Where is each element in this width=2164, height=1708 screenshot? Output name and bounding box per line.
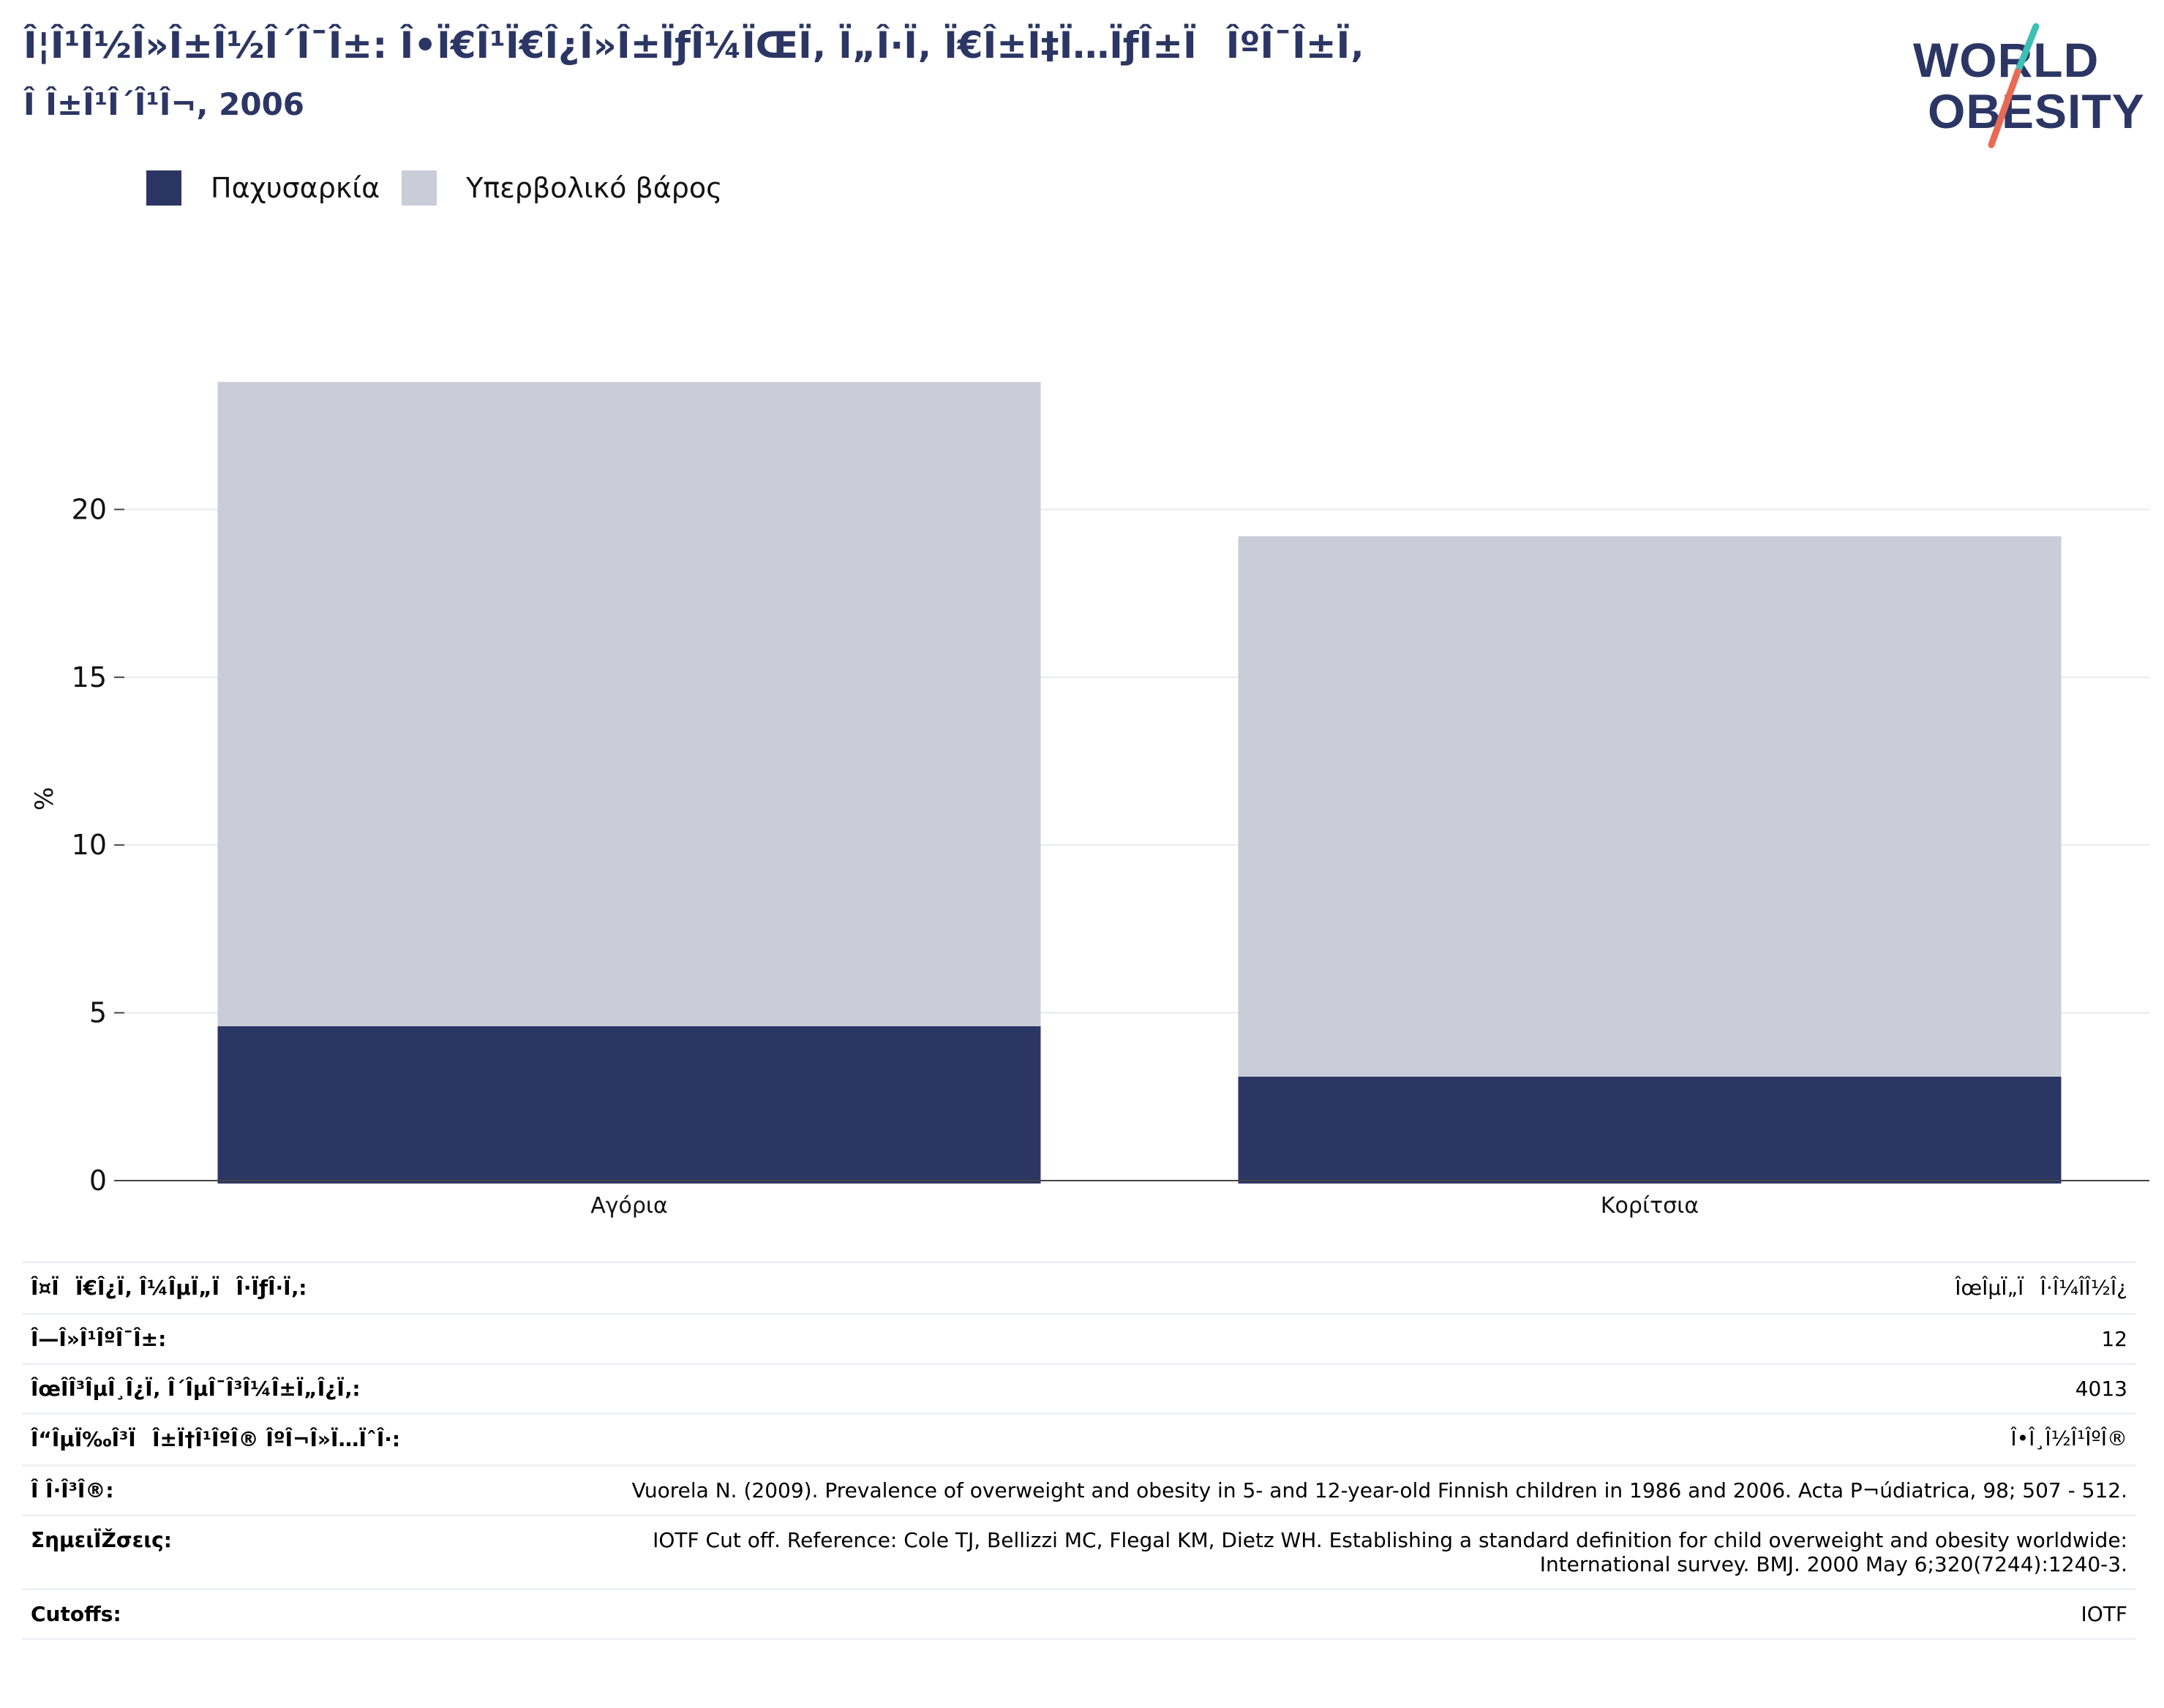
info-table: Î¤ÏÏ€Î¿Ï‚ Î¼ÎµÏ„ÏÎ·ÏƒÎ·Ï‚: ÎœÎµÏ„ÏÎ·Î¼… [22,1261,2136,1640]
legend: Παχυσαρκία Υπερβολικό βάρος [146,170,744,206]
x-category-label: Κορίτσια [1601,1193,1699,1219]
legend-label-obesity: Παχυσαρκία [211,172,380,204]
logo-text-world: WORLD [1913,33,2099,87]
info-row: Î Î·Î³Î®: Vuorela N. (2009). Prevalence o… [22,1464,2136,1516]
info-value: Î•Î¸Î½Î¹ÎºÎ® [566,1412,2136,1466]
bar-overweight[interactable] [217,382,1041,1026]
world-obesity-logo: WORLD OBESITY [1913,23,2145,148]
info-row: ÎœÎ­Î³ÎµÎ¸Î¿Ï‚ Î´ÎµÎ¯Î³Î¼Î±Ï„Î¿Ï‚: 4013 [22,1363,2136,1414]
info-key: ΣημειÏŽσεις: [22,1514,566,1590]
info-key: Cutoffs: [22,1588,566,1640]
info-value: ÎœÎµÏ„ÏÎ·Î¼Î­Î½Î¿ [566,1261,2136,1314]
info-key: Î—Î»Î¹ÎºÎ¯Î±: [22,1313,566,1364]
info-row: Î¤ÏÏ€Î¿Ï‚ Î¼ÎµÏ„ÏÎ·ÏƒÎ·Ï‚: ÎœÎµÏ„ÏÎ·Î¼… [22,1261,2136,1314]
y-tick-label: 5 [89,997,107,1029]
info-value: IOTF Cut off. Reference: Cole TJ, Belliz… [566,1514,2136,1590]
info-value: IOTF [566,1588,2136,1640]
info-row: Î—Î»Î¹ÎºÎ¯Î±: 12 [22,1313,2136,1364]
bar-chart: 0 5 10 15 20 Αγόρια Κορίτσια % [30,382,2149,1219]
info-key: Î¤ÏÏ€Î¿Ï‚ Î¼ÎµÏ„ÏÎ·ÏƒÎ·Ï‚: [22,1261,566,1314]
logo-slash-teal [2014,23,2040,75]
y-axis-title: % [30,787,59,810]
info-key: ÎœÎ­Î³ÎµÎ¸Î¿Ï‚ Î´ÎµÎ¯Î³Î¼Î±Ï„Î¿Ï‚: [22,1363,566,1414]
info-row: Cutoffs: IOTF [22,1588,2136,1640]
x-category-label: Αγόρια [590,1193,668,1219]
legend-swatch-obesity [146,170,181,206]
info-value: 12 [566,1313,2136,1364]
info-value: Vuorela N. (2009). Prevalence of overwei… [566,1464,2136,1516]
y-tick-label: 20 [72,493,107,525]
logo-slash-coral [1988,68,2021,148]
y-tick-label: 15 [72,661,107,693]
bar-obesity[interactable] [1238,1076,2062,1184]
legend-item-obesity[interactable]: Παχυσαρκία [146,170,380,206]
bar-obesity[interactable] [217,1026,1041,1184]
legend-swatch-overweight [402,170,437,206]
info-value: 4013 [566,1363,2136,1414]
info-key: Î“ÎµÏ‰Î³ÏÎ±Ï†Î¹ÎºÎ® ÎºÎ¬Î»Ï…ÏˆÎ·: [22,1412,566,1466]
bar-overweight[interactable] [1238,536,2062,1077]
logo-text-obesity: OBESITY [1928,84,2145,138]
y-axis-ticks: 0 5 10 15 20 [72,493,124,1197]
info-row: Î“ÎµÏ‰Î³ÏÎ±Ï†Î¹ÎºÎ® ÎºÎ¬Î»Ï…ÏˆÎ·: Î•Î¸Î½… [22,1412,2136,1466]
bars [217,382,2062,1184]
chart-title: Î¦Î¹Î½Î»Î±Î½Î´Î¯Î±: Î•Ï€Î¹Ï€Î¿Î»Î±ÏƒÎ¼ÏŒ… [23,24,1364,67]
legend-item-overweight[interactable]: Υπερβολικό βάρος [402,170,722,206]
info-key: Î Î·Î³Î®: [22,1464,566,1516]
y-tick-label: 0 [89,1165,107,1197]
chart-subtitle: Î Î±Î¹Î´Î¹Î¬, 2006 [23,86,305,122]
x-axis-labels: Αγόρια Κορίτσια [590,1193,1699,1219]
y-tick-label: 10 [72,829,107,861]
info-row: ΣημειÏŽσεις: IOTF Cut off. Reference: Col… [22,1514,2136,1590]
legend-label-overweight: Υπερβολικό βάρος [466,172,723,204]
